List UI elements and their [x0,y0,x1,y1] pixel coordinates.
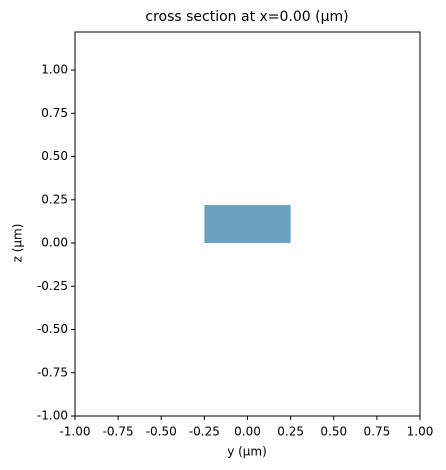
structure [204,204,291,244]
x-tick-label: 0.75 [364,425,391,439]
y-tick-label: -1.00 [37,409,68,423]
y-tick-label: 1.00 [41,63,68,77]
y-tick-label: 0.75 [41,106,68,120]
y-tick-label: 0.50 [41,149,68,163]
x-axis-label: y (µm) [227,445,267,459]
x-tick-label: -0.25 [189,425,220,439]
x-tick-label: -0.75 [103,425,134,439]
y-tick-label: 0.00 [41,236,68,250]
x-tick-label: 0.00 [234,425,261,439]
x-tick-label: -0.50 [146,425,177,439]
y-tick-label: -0.25 [37,279,68,293]
y-tick-label: -0.75 [37,365,68,379]
y-tick-label: 0.25 [41,192,68,206]
x-tick-label: 0.25 [277,425,304,439]
x-tick-label: 0.50 [320,425,347,439]
x-tick-label: 1.00 [407,425,434,439]
chart-title: cross section at x=0.00 (µm) [145,9,348,25]
x-tick-label: -1.00 [59,425,90,439]
y-axis-label: z (µm) [11,224,25,263]
y-tick-label: -0.50 [37,322,68,336]
